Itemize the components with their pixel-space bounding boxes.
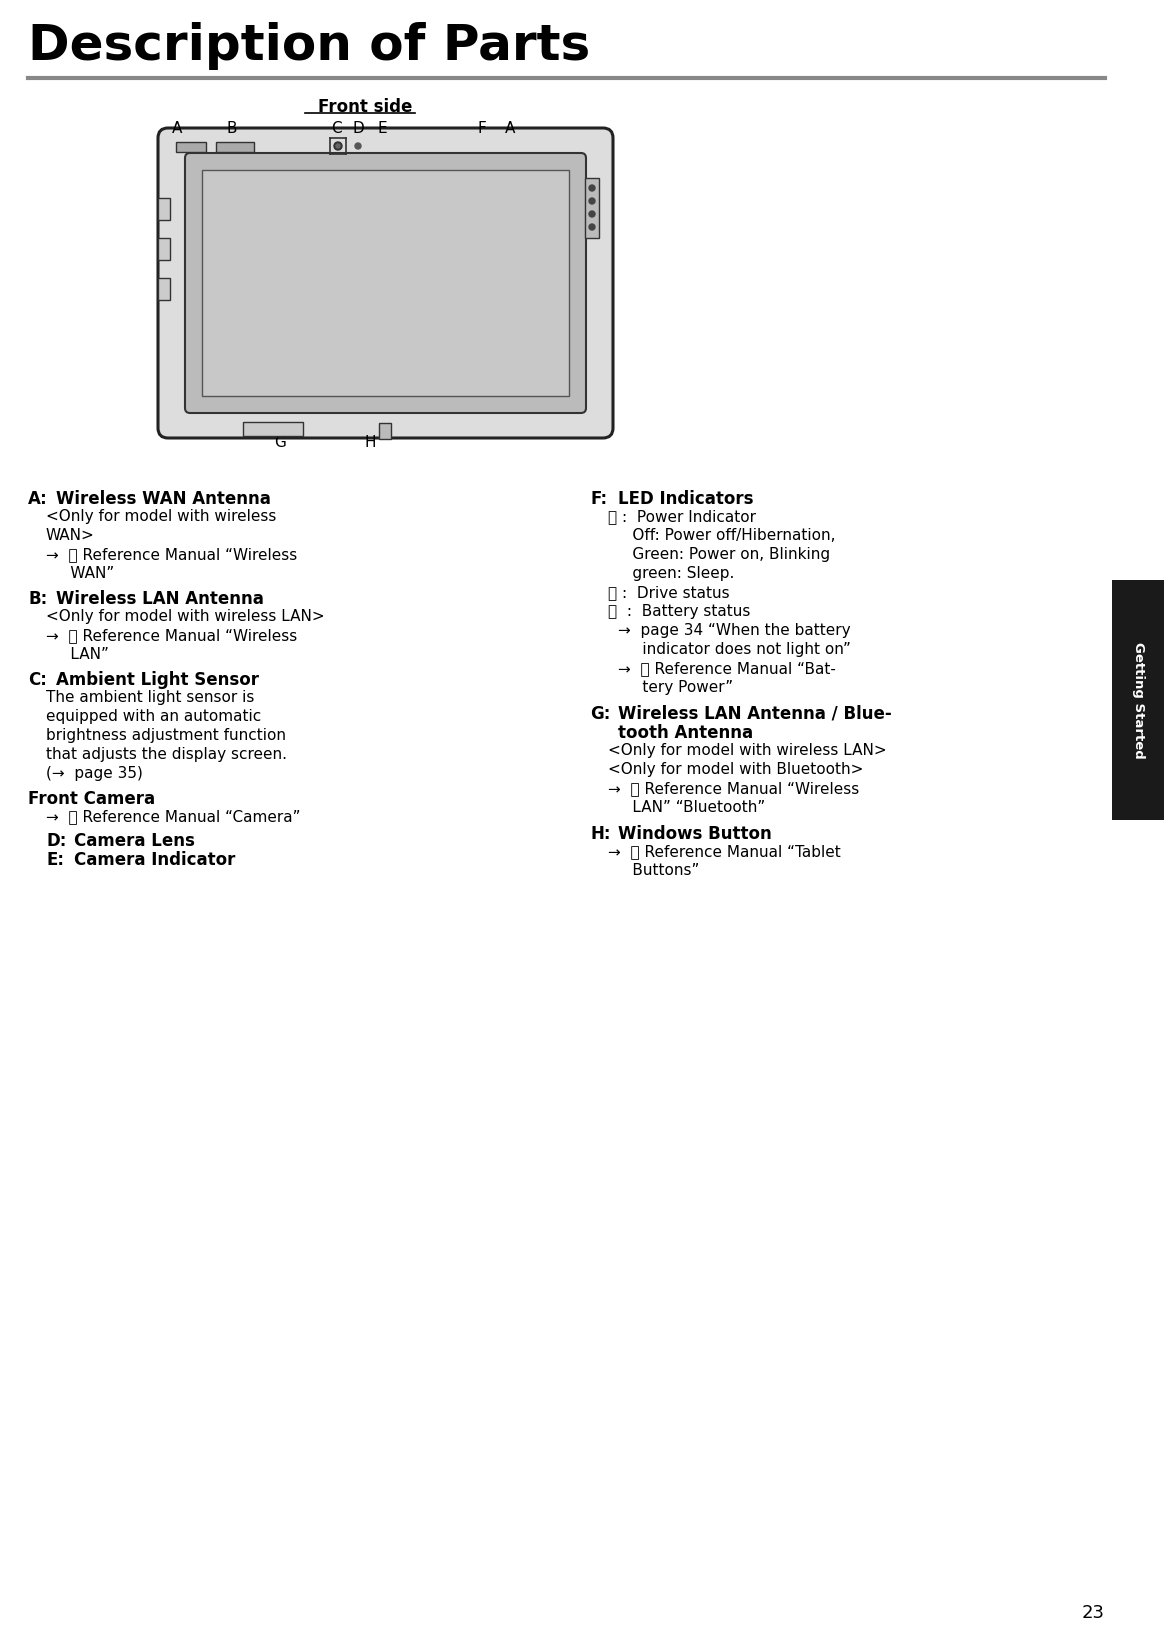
FancyBboxPatch shape xyxy=(158,128,613,438)
Bar xyxy=(158,238,170,259)
Text: LAN”: LAN” xyxy=(46,647,109,661)
Circle shape xyxy=(355,143,361,149)
Text: Buttons”: Buttons” xyxy=(608,863,699,878)
FancyBboxPatch shape xyxy=(185,153,586,414)
Text: A: A xyxy=(172,121,182,136)
Text: →  💻 Reference Manual “Camera”: → 💻 Reference Manual “Camera” xyxy=(46,809,300,824)
Text: Getting Started: Getting Started xyxy=(1132,642,1144,758)
Text: LAN” “Bluetooth”: LAN” “Bluetooth” xyxy=(608,801,766,816)
Text: <Only for model with wireless LAN>: <Only for model with wireless LAN> xyxy=(608,743,886,758)
Bar xyxy=(379,423,390,440)
Text: Wireless WAN Antenna: Wireless WAN Antenna xyxy=(56,491,271,509)
Circle shape xyxy=(336,144,340,148)
Text: →  page 34 “When the battery: → page 34 “When the battery xyxy=(618,624,851,638)
Text: Green: Power on, Blinking: Green: Power on, Blinking xyxy=(608,546,830,561)
Bar xyxy=(177,143,206,153)
Text: Wireless LAN Antenna: Wireless LAN Antenna xyxy=(56,591,264,609)
Text: C:: C: xyxy=(28,671,47,689)
Circle shape xyxy=(589,212,595,217)
Text: Windows Button: Windows Button xyxy=(618,825,772,843)
Text: →  💻 Reference Manual “Wireless: → 💻 Reference Manual “Wireless xyxy=(46,546,297,561)
Bar xyxy=(243,422,303,437)
Circle shape xyxy=(589,185,595,190)
Bar xyxy=(158,199,170,220)
Text: tooth Antenna: tooth Antenna xyxy=(618,724,753,742)
Text: E: E xyxy=(378,121,387,136)
Text: WAN>: WAN> xyxy=(46,528,95,543)
Text: D: D xyxy=(352,121,364,136)
Text: G: G xyxy=(274,435,286,450)
Text: <Only for model with wireless: <Only for model with wireless xyxy=(46,509,276,523)
Text: 23: 23 xyxy=(1082,1603,1105,1621)
Text: →  💻 Reference Manual “Bat-: → 💻 Reference Manual “Bat- xyxy=(618,661,836,676)
Circle shape xyxy=(589,225,595,230)
Text: LED Indicators: LED Indicators xyxy=(618,491,754,509)
Text: Camera Indicator: Camera Indicator xyxy=(74,852,235,870)
FancyBboxPatch shape xyxy=(1112,579,1164,820)
Text: green: Sleep.: green: Sleep. xyxy=(608,566,734,581)
Text: Description of Parts: Description of Parts xyxy=(28,21,590,71)
Text: that adjusts the display screen.: that adjusts the display screen. xyxy=(46,747,288,761)
Text: <Only for model with Bluetooth>: <Only for model with Bluetooth> xyxy=(608,761,864,776)
Bar xyxy=(158,277,170,300)
Text: equipped with an automatic: equipped with an automatic xyxy=(46,709,261,724)
Text: brightness adjustment function: brightness adjustment function xyxy=(46,729,286,743)
Text: H: H xyxy=(365,435,375,450)
Circle shape xyxy=(589,199,595,203)
Text: (→  page 35): (→ page 35) xyxy=(46,766,143,781)
Text: 🔋  :  Battery status: 🔋 : Battery status xyxy=(608,604,750,619)
Text: →  💻 Reference Manual “Tablet: → 💻 Reference Manual “Tablet xyxy=(608,843,841,858)
Bar xyxy=(216,143,254,153)
Text: G:: G: xyxy=(590,706,610,724)
Text: indicator does not light on”: indicator does not light on” xyxy=(618,642,851,656)
Text: Front side: Front side xyxy=(318,98,413,117)
Text: D:: D: xyxy=(46,832,67,850)
Text: F:: F: xyxy=(590,491,607,509)
Text: C: C xyxy=(331,121,341,136)
Text: Camera Lens: Camera Lens xyxy=(74,832,195,850)
Text: →  💻 Reference Manual “Wireless: → 💻 Reference Manual “Wireless xyxy=(46,629,297,643)
Text: Off: Power off/Hibernation,: Off: Power off/Hibernation, xyxy=(608,528,836,543)
Text: A: A xyxy=(505,121,516,136)
Bar xyxy=(202,171,569,395)
Text: <Only for model with wireless LAN>: <Only for model with wireless LAN> xyxy=(46,609,325,624)
Text: H:: H: xyxy=(590,825,610,843)
Text: B: B xyxy=(227,121,237,136)
Text: The ambient light sensor is: The ambient light sensor is xyxy=(46,689,255,706)
Text: →  💻 Reference Manual “Wireless: → 💻 Reference Manual “Wireless xyxy=(608,781,859,796)
Text: 💾 :  Drive status: 💾 : Drive status xyxy=(608,584,729,601)
Circle shape xyxy=(334,143,343,149)
Bar xyxy=(584,177,599,238)
Text: tery Power”: tery Power” xyxy=(618,679,733,696)
Text: Front Camera: Front Camera xyxy=(28,789,155,807)
Text: WAN”: WAN” xyxy=(46,566,115,581)
Text: Wireless LAN Antenna / Blue-: Wireless LAN Antenna / Blue- xyxy=(618,706,892,724)
Text: ⓘ :  Power Indicator: ⓘ : Power Indicator xyxy=(608,509,756,523)
Text: F: F xyxy=(478,121,486,136)
Text: E:: E: xyxy=(46,852,64,870)
Text: A:: A: xyxy=(28,491,48,509)
Text: Ambient Light Sensor: Ambient Light Sensor xyxy=(56,671,260,689)
Text: B:: B: xyxy=(28,591,47,609)
